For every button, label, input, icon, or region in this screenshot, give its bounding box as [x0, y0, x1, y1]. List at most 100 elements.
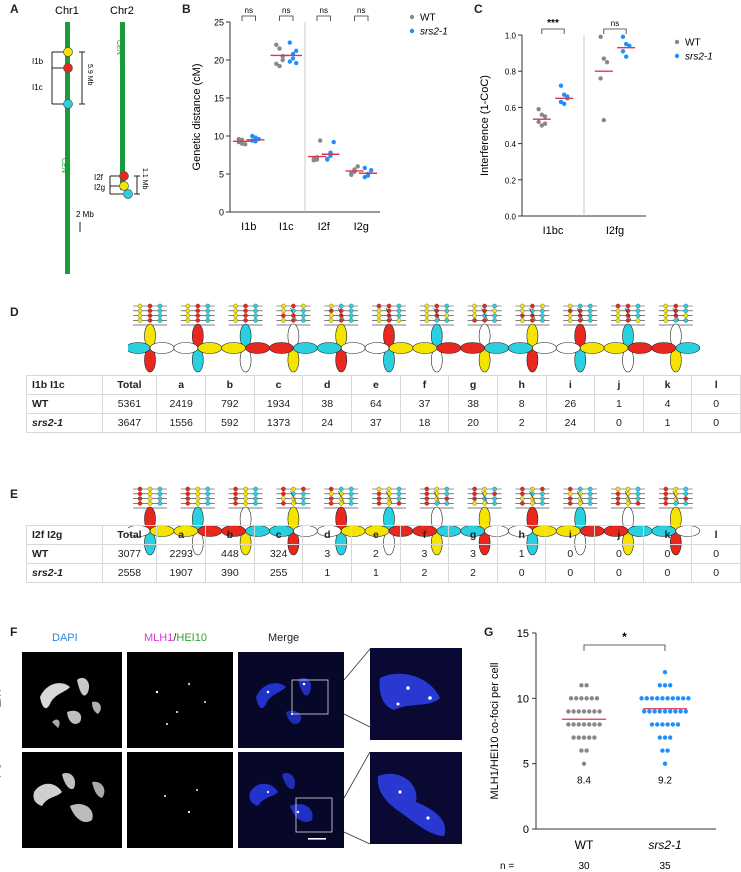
table-cell: 18 [399, 413, 450, 433]
crossover-mark [385, 307, 393, 321]
chromatid-marker [520, 303, 525, 309]
tetrad-diagram [316, 303, 366, 373]
table-cell: 3 [448, 544, 498, 564]
table-cell: a [156, 375, 206, 395]
legend-wt-dot [409, 14, 415, 20]
chromatid-marker [673, 501, 679, 506]
data-point [673, 709, 678, 714]
data-point [536, 107, 541, 112]
data-point [576, 709, 581, 714]
x-category-label: WT [575, 838, 594, 852]
y-tick-label: 5 [219, 170, 224, 180]
chromatid-marker [376, 313, 382, 318]
chromatid-marker [540, 303, 545, 309]
petal [293, 342, 318, 354]
table-cell: 3077 [101, 544, 158, 564]
chromatid-marker [472, 491, 477, 497]
chromatid-marker [396, 308, 402, 314]
table-cell: 0 [545, 563, 596, 583]
y-axis-label: MLH1/HEI10 co-foci per cell [489, 663, 501, 800]
data-point [592, 709, 597, 714]
y-axis-label: Genetic distance (cM) [191, 64, 203, 171]
chromatid-marker [243, 313, 248, 318]
chromatid-marker [472, 308, 477, 314]
chromatid-marker [157, 501, 163, 506]
table-cell: 3 [302, 544, 353, 564]
data-point [579, 683, 584, 688]
data-point [542, 121, 548, 126]
petal [364, 342, 390, 354]
chromatid-marker [434, 303, 440, 309]
data-point [665, 722, 670, 727]
significance-label: ns [357, 6, 365, 15]
chromatid-marker [567, 496, 573, 501]
data-point [571, 709, 576, 714]
table-cell: 3647 [101, 413, 158, 433]
legend-srs2-dot [409, 28, 415, 34]
chromatid-marker [567, 303, 573, 309]
crossover-mark [624, 307, 632, 321]
chromatid-marker [205, 491, 211, 497]
distance-label-2: 1.1 Mb [141, 168, 148, 190]
zoom-lines-srs2 [343, 751, 371, 845]
chromatid-marker [147, 303, 153, 309]
data-point [536, 119, 541, 125]
chromatid-marker [386, 303, 392, 309]
chromatid-marker [301, 491, 306, 497]
chromatid-marker [587, 501, 593, 506]
chromatid-marker [635, 308, 641, 314]
chromatid-marker [492, 308, 497, 314]
chromatid-marker [147, 486, 153, 492]
table-cell: 2419 [156, 394, 206, 414]
petal [197, 342, 223, 354]
chromatid-marker [625, 501, 631, 506]
chromatid-marker [396, 313, 402, 318]
table-cell: 0 [691, 544, 741, 564]
chromatid-marker [444, 486, 450, 492]
chromatid-marker [205, 303, 211, 309]
chromatid-marker [434, 501, 440, 506]
data-point [662, 709, 668, 714]
chromatid-marker [157, 318, 163, 323]
chromatid-marker [386, 318, 392, 323]
petal [221, 342, 246, 354]
chromatid-marker [253, 303, 258, 309]
crossover-mark [290, 490, 297, 504]
chromatid-marker [520, 496, 525, 501]
data-point [566, 722, 571, 727]
data-point [325, 157, 330, 162]
chromatid-marker [348, 501, 354, 506]
n-value: 30 [578, 861, 590, 872]
chromatid-marker [253, 318, 258, 323]
data-point [274, 42, 279, 47]
data-point [352, 169, 357, 174]
table-cell: l [691, 375, 741, 395]
dapi-header: DAPI [52, 632, 78, 644]
data-point [274, 61, 279, 66]
chromatid-marker [137, 501, 143, 506]
chromatid-marker [424, 491, 430, 497]
chromatid-marker [396, 303, 402, 309]
chromatid-marker [683, 501, 689, 506]
chromatid-marker [663, 303, 669, 309]
chromatid-marker [567, 318, 573, 323]
data-point [558, 99, 564, 105]
mlh1-wt-image [127, 652, 233, 748]
chromatid-marker [137, 318, 143, 323]
chromatid-marker [195, 313, 201, 318]
data-point [239, 141, 245, 146]
chromatid-marker [205, 496, 211, 501]
data-point [662, 683, 668, 688]
chromatid-marker [328, 308, 334, 314]
chromatid-marker [683, 486, 689, 492]
data-point [584, 748, 589, 753]
crossover-mark [433, 307, 441, 321]
chromatid-marker [683, 496, 689, 501]
chromatid-marker [635, 486, 641, 492]
data-point [568, 696, 574, 701]
data-point [277, 46, 282, 51]
chromatid-marker [328, 313, 334, 318]
chromatid-marker [147, 501, 153, 506]
table-cell: c [253, 375, 304, 395]
data-point [598, 34, 603, 40]
